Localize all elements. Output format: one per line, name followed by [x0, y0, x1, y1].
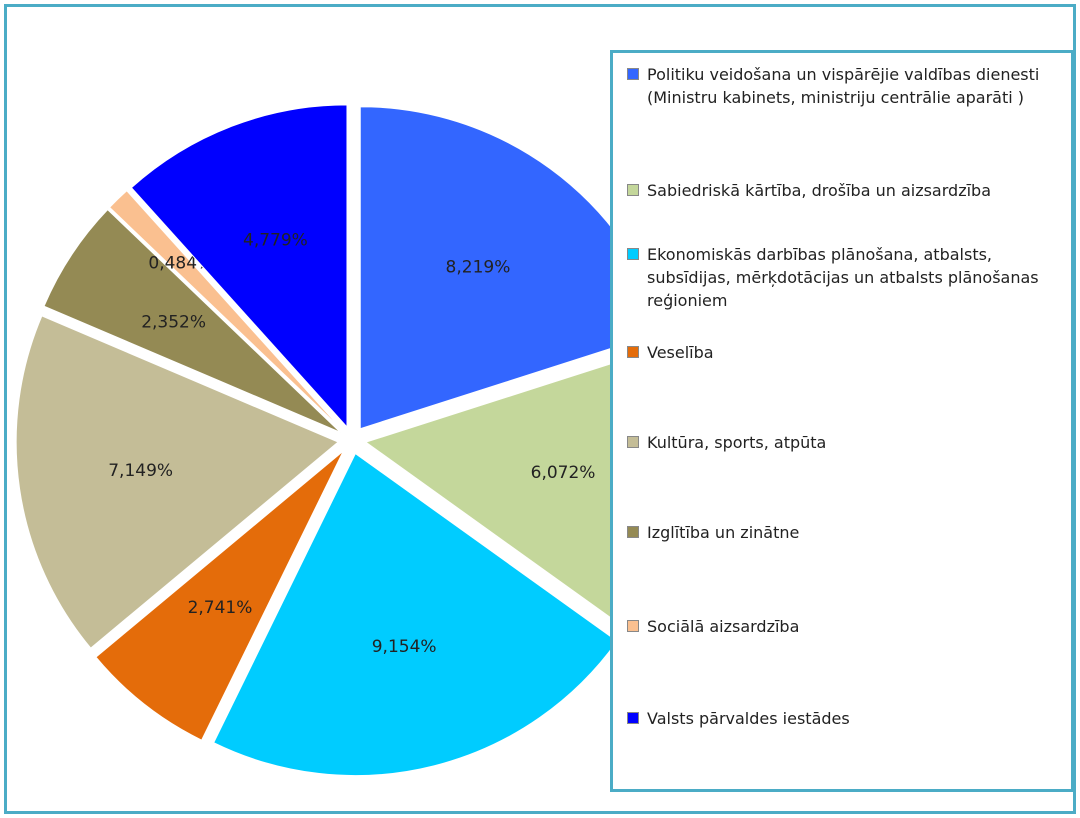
data-label: 7,149%: [108, 461, 173, 481]
data-label: 8,219%: [446, 257, 511, 277]
data-label: 2,352%: [141, 312, 206, 332]
legend-item: Sociālā aizsardzība: [627, 615, 1077, 638]
legend-swatch: [627, 526, 639, 538]
legend: Politiku veidošana un vispārējie valdība…: [610, 50, 1074, 792]
pie-slice: [213, 452, 618, 777]
legend-swatch: [627, 248, 639, 260]
legend-item: Kultūra, sports, atpūta: [627, 431, 1077, 454]
legend-item: Politiku veidošana un vispārējie valdība…: [627, 63, 1077, 109]
legend-label: Sociālā aizsardzība: [647, 617, 800, 636]
legend-item: Valsts pārvaldes iestādes: [627, 707, 1077, 730]
legend-item: Izglītība un zinātne: [627, 521, 1077, 544]
legend-swatch: [627, 184, 639, 196]
legend-swatch: [627, 712, 639, 724]
pie-slice: [15, 315, 340, 649]
chart-frame: [4, 4, 1076, 814]
legend-item: Veselība: [627, 341, 1077, 364]
data-label: 2,741%: [188, 598, 253, 618]
legend-swatch: [627, 346, 639, 358]
legend-label: Sabiedriskā kārtība, drošība un aizsardz…: [647, 181, 991, 200]
data-label: 4,779%: [243, 231, 308, 251]
legend-label: Valsts pārvaldes iestādes: [647, 709, 850, 728]
pie-slice: [108, 190, 343, 431]
legend-label: Politiku veidošana un vispārējie valdība…: [647, 65, 1040, 107]
pie-slice: [130, 104, 348, 429]
legend-label: Kultūra, sports, atpūta: [647, 433, 827, 452]
legend-swatch: [627, 436, 639, 448]
legend-swatch: [627, 620, 639, 632]
legend-swatch: [627, 68, 639, 80]
legend-label: Veselība: [647, 343, 714, 362]
legend-label: Izglītība un zinātne: [647, 523, 800, 542]
legend-item: Sabiedriskā kārtība, drošība un aizsardz…: [627, 179, 1077, 202]
pie-slice: [43, 208, 341, 433]
data-label: 6,072%: [531, 463, 596, 483]
legend-item: Ekonomiskās darbības plānošana, atbalsts…: [627, 243, 1077, 312]
legend-label: Ekonomiskās darbības plānošana, atbalsts…: [647, 245, 1039, 310]
pie-slice: [95, 450, 344, 741]
data-label: 9,154%: [372, 637, 437, 657]
